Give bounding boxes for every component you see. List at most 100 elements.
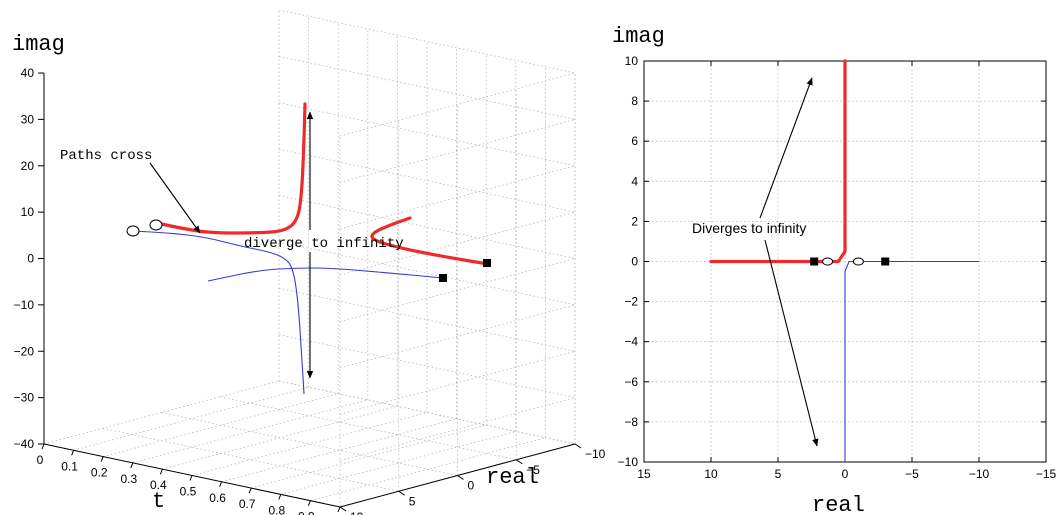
circle-marker-2d [822,257,834,266]
real-tick-label: −10 [585,447,606,461]
t-tick-label: 0.8 [268,503,285,515]
x-tick-label: −15 [1036,467,1057,481]
t-tick-mark [159,469,163,475]
side-wall-grid-line [278,55,576,120]
floor-grid-line [161,412,458,476]
x-tick-label: 0 [842,467,849,481]
y-tick-label: −2 [624,295,638,309]
floor-grid-line [103,393,339,457]
real-tick-mark [457,475,464,480]
blue-path-3d [132,230,305,395]
side-wall-grid-line [278,334,576,399]
t-tick-label: 0.9 [298,510,315,515]
y-tick-label: −6 [624,375,638,389]
arrow-diverges-up [759,77,813,219]
red-path-3d [155,102,307,235]
back-wall-grid-line [339,211,576,276]
t-tick-label: 0.7 [239,497,256,511]
imag-tick-label: −30 [14,391,35,405]
y-tick-label: −8 [624,415,638,429]
start-circle-marker [126,225,140,237]
back-wall-grid-line [339,258,576,322]
t-tick-label: 0.3 [120,472,137,486]
real-tick-mark [574,443,582,449]
y-tick-label: 2 [631,214,638,228]
x-axis-label-2d: real [812,493,865,515]
2d-markers [810,257,890,266]
t-tick-mark [248,487,252,494]
y-tick-label: 8 [631,94,638,108]
back-wall-grid-line [339,397,576,462]
t-tick-label: 0 [37,453,44,467]
y-tick-label: −4 [624,335,638,349]
imag-tick-label: 0 [27,252,34,266]
t-tick-label: 0.1 [61,459,78,473]
3d-plot: 00.10.20.30.40.50.60.70.80.91−10−50510−4… [12,9,606,515]
t-tick-mark [41,443,45,450]
end-square-marker [439,274,447,282]
t-tick-mark [189,475,193,481]
blue-path-3d [207,267,444,282]
square-marker-2d [810,257,819,266]
floor-grid-line [132,399,368,464]
side-wall-grid-line [278,195,576,259]
floor-grid-line [102,427,399,492]
x-tick-label: −10 [969,467,990,481]
red-path-2d [709,59,847,264]
real-tick-label: 5 [409,494,416,508]
floor-grid-line [251,424,487,489]
t-tick-mark [71,450,75,456]
real-tick-label: 0 [468,479,475,493]
x-tick-label: 5 [775,467,782,481]
z-axis-label: imag [12,32,65,57]
x-tick-label: −5 [905,467,919,481]
back-wall-grid-line [339,72,576,137]
floor-grid-line [220,396,517,461]
3d-axes [38,72,582,513]
circle-marker-2d [852,257,864,266]
annotation-diverge: diverge to infinity [244,236,404,252]
back-wall-grid-line [339,118,576,183]
x-tick-label: 10 [704,467,718,481]
side-wall-grid-line [278,380,576,445]
3d-markers [126,219,491,282]
imag-tick-label: 30 [21,112,35,126]
2d-tick-labels: 15 10 5 0 −5 −10 −15 −10 −8 −6 −4 −2 0 2 4 6 8 10 [618,54,1057,481]
imag-tick-label: −20 [14,344,35,358]
end-square-marker [483,259,491,267]
side-wall-grid-line [278,102,576,167]
side-wall-grid-line [278,241,576,306]
back-wall-grid-line [339,165,576,230]
start-circle-marker [149,219,163,231]
imag-tick-label: 20 [21,159,35,173]
y-tick-label: 4 [631,174,638,188]
side-wall-grid-line [278,9,576,74]
x-tick-label: 15 [637,467,651,481]
x-axis-label: t [152,489,165,514]
back-wall-grid-line [339,350,576,415]
floor-grid-line [43,380,280,445]
imag-tick-label: −10 [14,298,35,312]
blue-path-2d [844,260,979,462]
imag-tick-label: 40 [21,66,35,80]
floor-grid-line [221,418,457,483]
y-tick-label: 0 [631,255,638,269]
t-tick-label: 0.4 [150,478,167,492]
t-tick-mark [130,462,134,469]
y-axis-label-2d: imag [612,24,665,49]
side-wall-grid-line [278,148,576,213]
arrow-paths-cross [149,162,201,234]
floor-grid-line [191,412,428,476]
floor-grid-line [73,386,309,451]
red-path-3d [370,216,490,266]
real-tick-mark [515,459,523,465]
3d-series [132,102,490,395]
t-tick-label: 0.5 [180,485,197,499]
imag-tick-label: 10 [21,205,35,219]
y-tick-label: 10 [625,54,639,68]
annotation-paths-cross: Paths cross [60,148,152,164]
y-tick-label: 6 [631,134,638,148]
square-marker-2d [881,257,890,266]
floor-grid-line [310,437,546,502]
